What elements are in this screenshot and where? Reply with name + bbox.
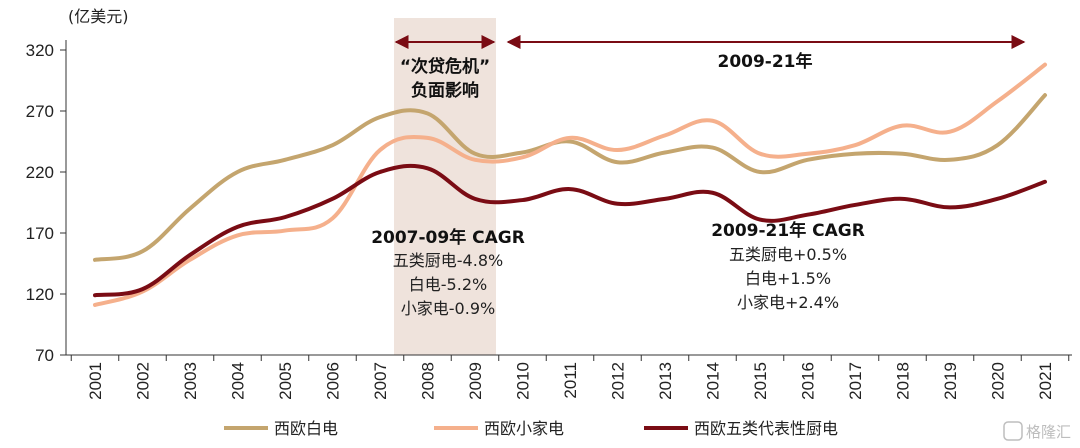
crisis-shaded-band	[394, 18, 496, 355]
x-tick-label: 2021	[1036, 362, 1055, 400]
legend-label: 西欧白电	[274, 419, 338, 438]
cagr-2009-21-line2: 白电+1.5%	[745, 269, 831, 288]
x-tick-label: 2013	[656, 362, 675, 400]
y-tick-label: 170	[26, 224, 54, 243]
x-tick-label: 2008	[419, 362, 438, 400]
x-tick-label: 2018	[894, 362, 913, 400]
x-tick-label: 2014	[704, 362, 723, 400]
y-tick-label: 320	[26, 41, 54, 60]
x-tick-label: 2010	[514, 362, 533, 400]
x-tick-label: 2020	[989, 362, 1008, 400]
watermark-text: 格隆汇	[1026, 423, 1071, 441]
y-tick-label: 220	[26, 163, 54, 182]
x-tick-label: 2017	[846, 362, 865, 400]
x-tick-label: 2019	[941, 362, 960, 400]
watermark: 格隆汇	[1003, 421, 1071, 441]
x-tick-label: 2003	[181, 362, 200, 400]
x-tick-label: 2015	[751, 362, 770, 400]
x-tick-label: 2005	[276, 362, 295, 400]
x-tick-label: 2004	[229, 362, 248, 400]
cagr-2009-21-line3: 小家电+2.4%	[737, 293, 839, 312]
cagr-2007-09-line1: 五类厨电-4.8%	[393, 251, 503, 270]
cagr-2007-09-line3: 小家电-0.9%	[401, 299, 495, 318]
y-axis-unit-label: (亿美元)	[68, 7, 129, 26]
x-tick-label: 2016	[799, 362, 818, 400]
legend-label: 西欧小家电	[484, 419, 564, 438]
series-line-small-appliances	[93, 62, 1047, 307]
series-line-kitchen-appliances	[93, 163, 1047, 298]
x-tick-label: 2011	[561, 362, 580, 399]
cagr-2009-21-line1: 五类厨电+0.5%	[729, 245, 847, 264]
crisis-label-line2: 负面影响	[411, 80, 479, 101]
y-tick-group: 70 120 170 220 270 320	[26, 41, 66, 365]
cagr-2009-21-title: 2009-21年 CAGR	[711, 220, 865, 241]
x-tick-label: 2002	[134, 362, 153, 400]
series-lines	[93, 62, 1047, 307]
y-tick-label: 70	[35, 346, 54, 365]
x-tick-label: 2009	[466, 362, 485, 400]
legend-label: 西欧五类代表性厨电	[694, 419, 838, 438]
crisis-label-line1: “次贷危机”	[400, 56, 490, 77]
cagr-2007-09-line2: 白电-5.2%	[409, 275, 487, 294]
x-tick-label: 2001	[86, 362, 105, 400]
x-tick-label: 2012	[609, 362, 628, 400]
period-label: 2009-21年	[717, 51, 812, 72]
x-tick-group: 2001 2002 2003 2004 2005 2006 2007 2008 2009 2010…	[70, 355, 1070, 400]
y-tick-label: 270	[26, 102, 54, 121]
legend: 西欧白电 西欧小家电 西欧五类代表性厨电	[224, 419, 838, 438]
series-line-white-goods	[93, 93, 1047, 262]
cagr-2007-09-title: 2007-09年 CAGR	[371, 227, 525, 248]
watermark-logo-icon	[1003, 421, 1023, 441]
y-tick-label: 120	[26, 285, 54, 304]
x-tick-label: 2006	[324, 362, 343, 400]
x-tick-label: 2007	[371, 362, 390, 400]
